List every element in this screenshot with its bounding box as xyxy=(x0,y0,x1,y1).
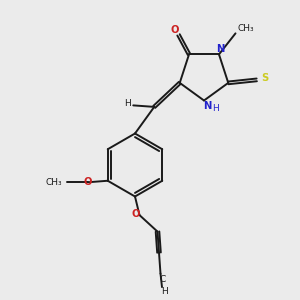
Text: H: H xyxy=(162,287,168,296)
Text: N: N xyxy=(216,44,225,54)
Text: C: C xyxy=(160,274,166,284)
Text: H: H xyxy=(212,104,219,113)
Text: N: N xyxy=(203,101,212,111)
Text: S: S xyxy=(262,74,269,83)
Text: CH₃: CH₃ xyxy=(238,24,254,33)
Text: O: O xyxy=(84,177,92,187)
Text: O: O xyxy=(132,208,140,219)
Text: H: H xyxy=(124,99,131,108)
Text: CH₃: CH₃ xyxy=(45,178,62,187)
Text: O: O xyxy=(171,26,179,35)
